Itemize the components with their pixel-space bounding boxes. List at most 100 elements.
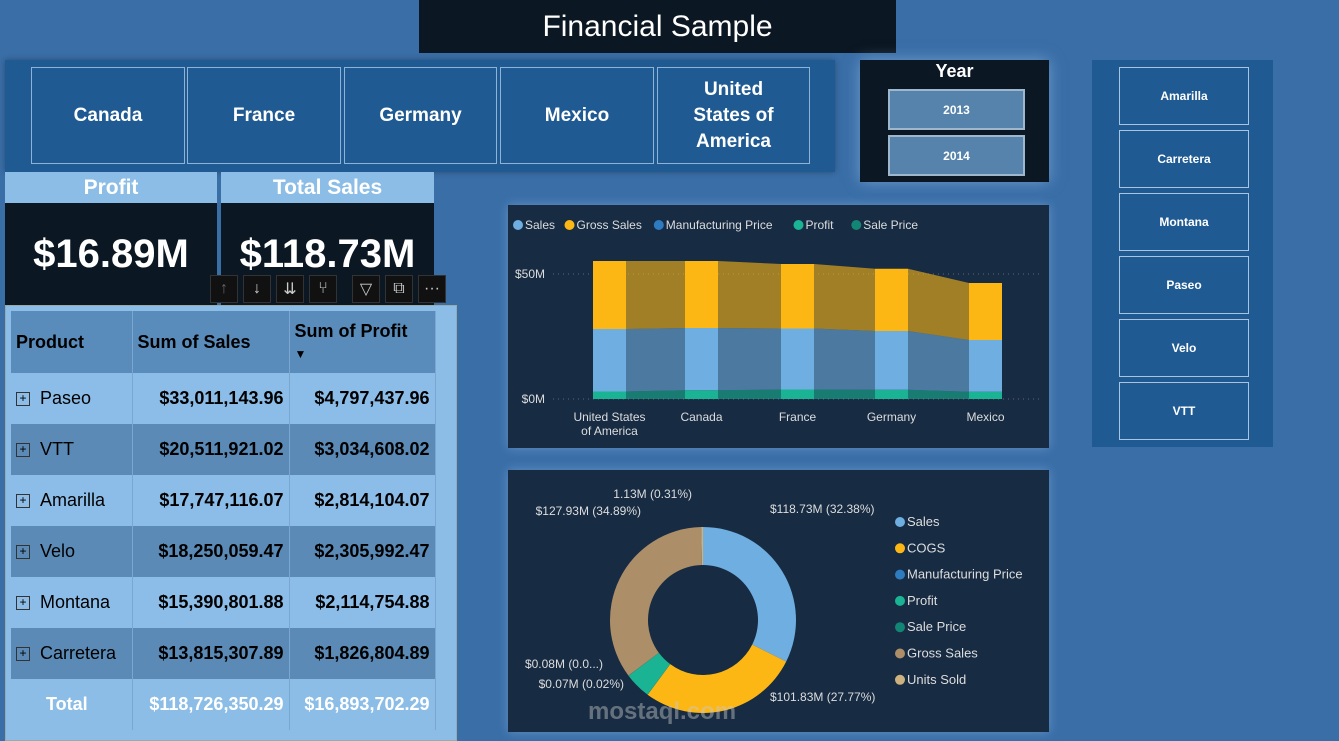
product-tile-vtt[interactable]: VTT (1119, 382, 1249, 440)
product-tile-velo[interactable]: Velo (1119, 319, 1249, 377)
expand-icon[interactable]: + (16, 545, 30, 560)
product-name: Paseo (40, 388, 92, 408)
total-label: Total (11, 679, 133, 730)
legend-label: COGS (907, 540, 946, 555)
product-cell: + Velo (11, 526, 133, 577)
country-tile-mexico[interactable]: Mexico (500, 67, 654, 164)
donut-data-label: $0.08M (0.0...) (525, 657, 603, 671)
ribbon-sales (718, 328, 781, 391)
year-slicer: Year 2013 2014 (860, 60, 1049, 182)
donut-data-label: 1.13M (0.31%) (613, 487, 692, 501)
donut-slice-units-sold (701, 527, 703, 566)
total-profit: $16,893,702.29 (289, 679, 436, 730)
sales-cell: $33,011,143.96 (132, 373, 290, 424)
product-matrix: Product Sum of Sales Sum of Profit ▼ + Pas… (5, 305, 457, 741)
ribbon-sales (814, 328, 875, 390)
table-row: + Montana $15,390,801.88 $2,114,754.88 (11, 577, 436, 628)
ribbon-profit (814, 389, 875, 399)
legend-marker (895, 569, 905, 580)
total-sales-card-label: Total Sales (221, 172, 434, 203)
sales-cell: $20,511,921.02 (132, 424, 290, 475)
sort-descending-icon: ▼ (294, 347, 307, 361)
legend-marker (895, 674, 905, 685)
legend-label: Manufacturing Price (907, 567, 1023, 582)
legend-marker (895, 543, 905, 554)
product-name: Montana (40, 592, 111, 612)
total-sales: $118,726,350.29 (132, 679, 290, 730)
expand-icon[interactable]: + (16, 443, 30, 458)
legend-label: Gross Sales (907, 646, 978, 661)
bar-gross-sales (969, 283, 1002, 340)
product-slicer: Amarilla Carretera Montana Paseo Velo VT… (1092, 60, 1273, 447)
bar-profit (875, 389, 908, 399)
legend-label: Sale Price (863, 218, 918, 232)
profit-card-value: $16.89M (33, 231, 189, 276)
profit-cell: $4,797,437.96 (289, 373, 436, 424)
column-header-sum-of-profit-label: Sum of Profit (294, 321, 408, 341)
legend-marker (564, 220, 575, 230)
product-tile-paseo[interactable]: Paseo (1119, 256, 1249, 314)
year-option-2013[interactable]: 2013 (888, 89, 1025, 130)
expand-icon[interactable]: + (16, 392, 30, 407)
product-name: Amarilla (40, 490, 106, 510)
total-sales-card-value: $118.73M (239, 231, 416, 276)
x-tick-label: Canada (680, 410, 722, 424)
donut-slice-manufacturing-price (647, 664, 671, 695)
more-options-icon[interactable]: ··· (418, 275, 446, 303)
focus-mode-icon[interactable]: ⧉ (385, 275, 413, 303)
legend-label: Sale Price (907, 619, 966, 634)
country-slicer: Canada France Germany Mexico United Stat… (5, 60, 835, 172)
table-row: + VTT $20,511,921.02 $3,034,608.02 (11, 424, 436, 475)
country-ribbon-chart: Sales Gross Sales Manufacturing Price Profi… (508, 205, 1049, 448)
x-tick-label: Germany (867, 410, 916, 424)
year-option-2014[interactable]: 2014 (888, 135, 1025, 176)
filter-icon[interactable]: ▽ (352, 275, 380, 303)
product-cell: + Paseo (11, 373, 133, 424)
table-row: + Paseo $33,011,143.96 $4,797,437.96 (11, 373, 436, 424)
donut-slice-sales (703, 527, 796, 662)
product-name: VTT (40, 439, 74, 459)
product-tile-carretera[interactable]: Carretera (1119, 130, 1249, 188)
metrics-donut-chart: $118.73M (32.38%) $101.83M (27.77%) $0.08M… (508, 470, 1049, 732)
legend-label: Units Sold (907, 672, 966, 687)
bar-profit (593, 391, 626, 399)
profit-cell: $2,814,104.07 (289, 475, 436, 526)
column-header-sum-of-sales[interactable]: Sum of Sales (132, 311, 290, 373)
drill-down-icon[interactable]: ⑂ (309, 275, 337, 303)
sort-down-icon[interactable]: ↓ (243, 275, 271, 303)
country-tile-germany[interactable]: Germany (344, 67, 497, 164)
country-tile-canada[interactable]: Canada (31, 67, 185, 164)
bar-profit (969, 391, 1002, 399)
donut-data-label: $127.93M (34.89%) (536, 504, 641, 518)
y-tick-label: $0M (522, 392, 545, 406)
product-tile-montana[interactable]: Montana (1119, 193, 1249, 251)
legend-label: Sales (525, 218, 555, 232)
product-tile-amarilla[interactable]: Amarilla (1119, 67, 1249, 125)
country-tile-france[interactable]: France (187, 67, 341, 164)
country-tile-usa[interactable]: United States of America (657, 67, 810, 164)
product-name: Velo (40, 541, 76, 561)
donut-slice-profit (628, 652, 671, 695)
expand-all-icon[interactable]: ⇊ (276, 275, 304, 303)
expand-icon[interactable]: + (16, 494, 30, 509)
product-cell: + Montana (11, 577, 133, 628)
x-tick-label: United States (573, 410, 645, 424)
x-tick-label: of America (581, 424, 638, 438)
sort-up-icon[interactable]: ↑ (210, 275, 238, 303)
sales-cell: $13,815,307.89 (132, 628, 290, 679)
bar-profit (685, 390, 718, 399)
ribbon-gross-sales (908, 268, 969, 340)
bar-gross-sales (685, 261, 718, 328)
product-cell: + VTT (11, 424, 133, 475)
donut-data-label: $118.73M (32.38%) (770, 502, 875, 516)
expand-icon[interactable]: + (16, 596, 30, 611)
bar-gross-sales (781, 264, 814, 329)
legend-marker (513, 220, 523, 230)
column-header-sum-of-profit[interactable]: Sum of Profit ▼ (289, 311, 436, 373)
legend-marker (653, 220, 664, 230)
profit-cell: $1,826,804.89 (289, 628, 436, 679)
expand-icon[interactable]: + (16, 647, 30, 662)
bar-gross-sales (593, 261, 626, 329)
column-header-product[interactable]: Product (11, 311, 133, 373)
ribbon-gross-sales (626, 261, 685, 329)
